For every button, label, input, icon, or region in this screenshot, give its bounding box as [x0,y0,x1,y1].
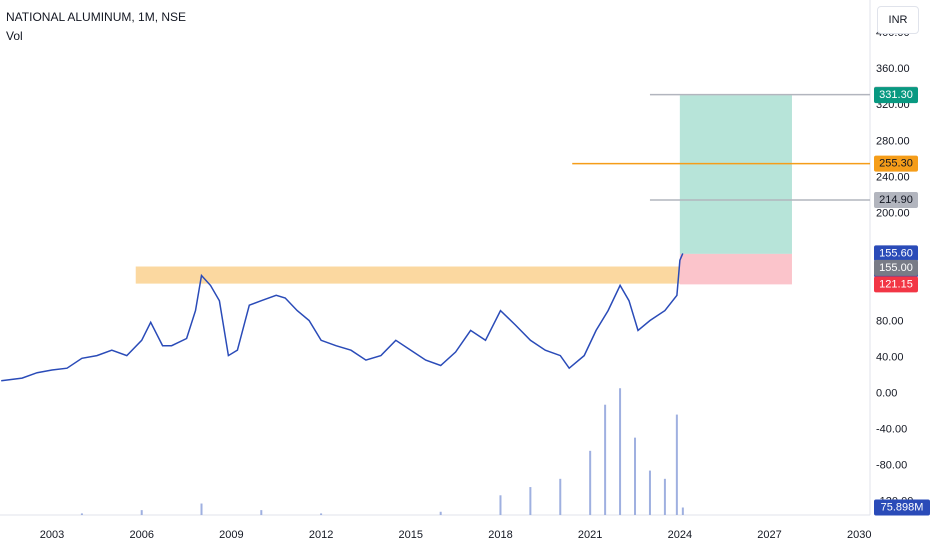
y-tick-label: 200.00 [876,207,910,219]
symbol-title: NATIONAL ALUMINUM, 1M, NSE [6,10,187,24]
volume-bar [80,513,83,515]
x-tick-label: 2012 [309,529,333,541]
profit-area [679,95,792,254]
x-tick-label: 2024 [668,529,692,541]
x-tick-label: 2009 [219,529,243,541]
price-label: 331.30 [879,89,913,101]
volume-bar [619,388,622,515]
y-tick-label: 0.00 [876,387,897,399]
y-tick-label: 240.00 [876,171,910,183]
resistance-zone [135,266,686,284]
volume-bar [529,487,532,515]
currency-button[interactable]: INR [877,6,919,34]
price-label: 121.15 [879,278,913,290]
volume-label: 75.898M [881,501,924,513]
volume-bar [634,437,637,515]
price-label-box [874,276,918,293]
x-tick-label: 2027 [757,529,781,541]
x-tick-label: 2030 [847,529,871,541]
x-tick-label: 2015 [399,529,423,541]
volume-bar [140,510,143,515]
price-label: 155.60 [879,247,913,259]
volume-bar [589,450,592,515]
volume-bar [675,414,678,515]
x-tick-label: 2018 [488,529,512,541]
y-tick-label: -80.00 [876,459,907,471]
price-label-box [874,259,918,276]
x-tick-label: 2021 [578,529,602,541]
price-label: 155.00 [879,262,913,274]
price-label: 255.30 [879,157,913,169]
volume-bar [320,513,323,515]
price-label: 214.90 [879,194,913,206]
volume-label-box [874,499,930,516]
volume-bar [499,495,502,515]
x-tick-label: 2006 [129,529,153,541]
volume-bar [559,478,562,515]
volume-bar [663,478,666,515]
volume-bar [648,470,651,515]
volume-bar [260,510,263,515]
y-tick-label: 80.00 [876,315,904,327]
price-label-box [874,245,918,262]
y-tick-label: 280.00 [876,135,910,147]
x-tick-label: 2003 [40,529,64,541]
price-line [1,253,684,382]
loss-area [679,253,792,285]
volume-bar [200,503,203,515]
price-label-box [874,155,918,172]
volume-bar [681,507,684,515]
volume-legend: Vol [6,29,23,43]
y-tick-label: -40.00 [876,423,907,435]
price-label-box [874,87,918,104]
y-tick-label: 40.00 [876,351,904,363]
volume-bar [604,404,607,515]
volume-bar [439,511,442,515]
price-label-box [874,191,918,208]
y-tick-label: 360.00 [876,63,910,75]
